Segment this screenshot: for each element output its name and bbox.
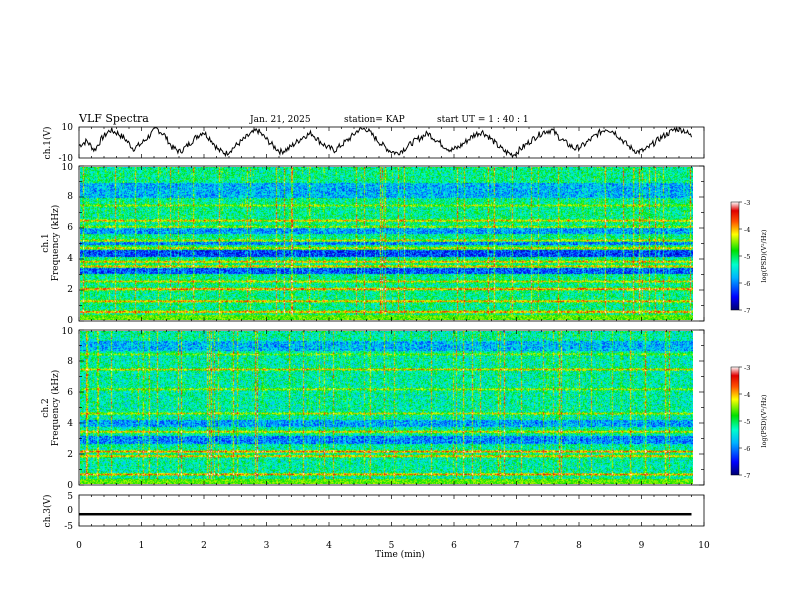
- x-tick-0: 0: [76, 541, 82, 551]
- ch2-spectrogram-ylabel: Frequency (kHz): [50, 370, 61, 447]
- ch3-waveform-frame: [78, 494, 705, 527]
- figure-title: VLF Spectra: [78, 112, 149, 125]
- ch1-spectrogram-ylabel: Frequency (kHz): [50, 205, 61, 282]
- ch1-ylabel: ch.1(V): [42, 127, 53, 160]
- ch2-colorbar-label: log(PSD)(V²/Hz): [760, 394, 768, 447]
- ch1-spectrogram-channel-label: ch.1: [41, 233, 51, 252]
- ch1-cb-tick-m6: -6: [744, 280, 750, 288]
- x-tick-1: 1: [139, 541, 145, 551]
- x-axis-label: Time (min): [375, 549, 425, 560]
- ch2-cb-tick-m4: -4: [744, 391, 750, 399]
- ch2-spectrogram-image: [80, 331, 693, 484]
- ch1-freq-tick-2: 2: [67, 285, 73, 295]
- x-tick-9: 9: [639, 541, 645, 551]
- x-tick-5: 5: [389, 541, 395, 551]
- ch1-cb-tick-m7: -7: [744, 307, 750, 315]
- ch3-ytick-mid: 0: [67, 506, 73, 516]
- ch2-spectrogram-ticks: [78, 329, 705, 486]
- ch1-spectrogram-panel: 0 2 4 6 8 10 ch.1 Frequency (kHz) -3 -4: [41, 163, 768, 326]
- x-tick-4: 4: [326, 541, 332, 551]
- ch3-waveform-panel: 5 0 -5 ch.3(V) 0 1 2 3 4 5 6 7 8 9 10 Ti…: [42, 492, 710, 560]
- start-ut-label: start UT = 1 : 40 : 1: [437, 115, 529, 125]
- ch2-spectrogram-panel: 0 2 4 6 8 10 ch.2 Frequency (kHz) -3 -4 …: [41, 327, 768, 491]
- ch2-spectrogram-channel-label: ch.2: [41, 398, 51, 417]
- ch2-cb-tick-m7: -7: [744, 472, 750, 480]
- ch2-cb-tick-m5: -5: [744, 418, 750, 426]
- ch1-waveform-panel: 10 -10 ch.1(V): [42, 123, 705, 164]
- ch1-ytick-bottom: -10: [59, 154, 74, 164]
- ch2-freq-tick-6: 6: [67, 388, 73, 398]
- ch1-cb-tick-m3: -3: [744, 199, 750, 207]
- ch2-freq-tick-10: 10: [62, 327, 74, 337]
- ch2-freq-tick-4: 4: [67, 419, 73, 429]
- ch1-freq-tick-0: 0: [67, 316, 73, 326]
- ch2-cb-tick-m3: -3: [744, 364, 750, 372]
- x-tick-8: 8: [576, 541, 582, 551]
- ch2-freq-tick-2: 2: [67, 450, 73, 460]
- ch1-spectrogram-ticks: [78, 165, 705, 322]
- ch2-freq-tick-0: 0: [67, 481, 73, 491]
- x-tick-2: 2: [201, 541, 207, 551]
- ch1-colorbar-ticks: [739, 201, 742, 311]
- x-tick-10: 10: [698, 541, 710, 551]
- ch1-freq-tick-6: 6: [67, 223, 73, 233]
- ch2-colorbar-ticks: [739, 366, 742, 476]
- ch3-ytick-bottom: -5: [64, 522, 73, 532]
- ch3-ylabel: ch.3(V): [42, 495, 53, 528]
- ch1-spectrogram-image: [80, 167, 693, 320]
- ch2-cb-tick-m6: -6: [744, 445, 750, 453]
- ch1-cb-tick-m4: -4: [744, 226, 750, 234]
- date-label: Jan. 21, 2025: [249, 115, 311, 125]
- ch3-waveform-band: [79, 512, 692, 516]
- x-tick-7: 7: [514, 541, 520, 551]
- ch3-ytick-top: 5: [67, 492, 73, 502]
- ch1-freq-tick-8: 8: [67, 192, 73, 202]
- ch1-freq-tick-4: 4: [67, 254, 73, 264]
- ch1-colorbar-label: log(PSD)(V²/Hz): [760, 229, 768, 282]
- ch1-freq-tick-10: 10: [62, 163, 74, 173]
- ch1-waveform-ticks: [78, 127, 705, 158]
- ch3-waveform-ticks: [78, 495, 705, 526]
- x-tick-3: 3: [264, 541, 270, 551]
- station-label: station= KAP: [344, 115, 405, 125]
- ch1-ytick-top: 10: [62, 123, 74, 133]
- ch2-colorbar: [730, 366, 740, 476]
- ch1-waveform-line: [78, 125, 692, 159]
- x-tick-6: 6: [451, 541, 457, 551]
- ch1-cb-tick-m5: -5: [744, 253, 750, 261]
- ch2-freq-tick-8: 8: [67, 357, 73, 367]
- ch1-colorbar: [730, 201, 740, 311]
